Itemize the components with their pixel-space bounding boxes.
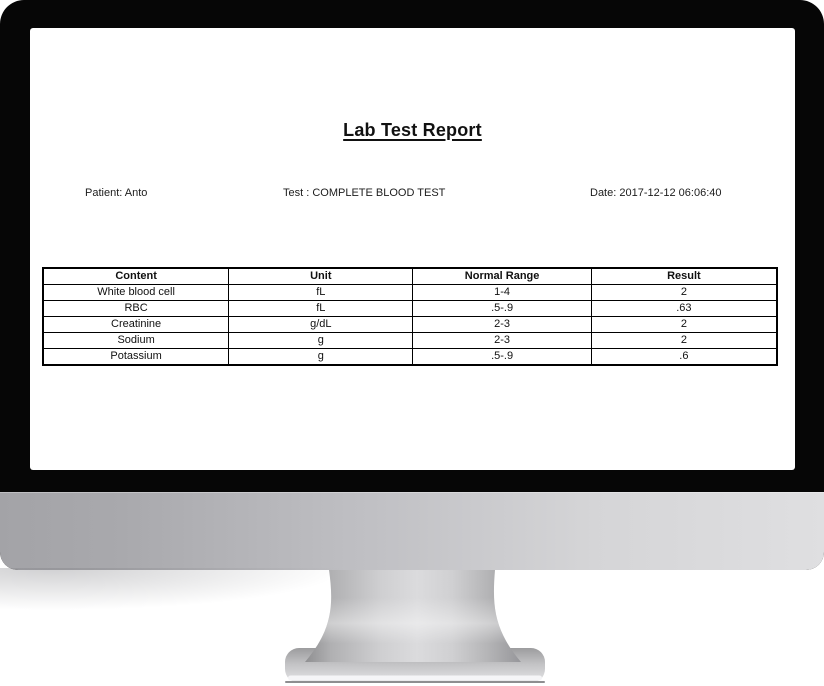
cell-content: Creatinine — [42, 316, 230, 333]
cell-unit: g/dL — [228, 316, 414, 333]
test-name-label: Test : COMPLETE BLOOD TEST — [283, 187, 446, 199]
cell-unit: fL — [228, 284, 414, 301]
cell-unit: fL — [228, 300, 414, 317]
cell-normal-range: .5-.9 — [412, 348, 592, 366]
cell-unit: g — [228, 332, 414, 349]
cell-normal-range: 2-3 — [412, 332, 592, 349]
monitor-stand — [285, 570, 545, 683]
table-row: Creatinine g/dL 2-3 2 — [42, 316, 778, 333]
stand-base-bottom-edge — [285, 681, 545, 683]
cell-normal-range: 1-4 — [412, 284, 592, 301]
table-row: White blood cell fL 1-4 2 — [42, 284, 778, 301]
cell-result: 2 — [590, 284, 778, 301]
cell-result: .6 — [590, 348, 778, 366]
cell-content: Sodium — [42, 332, 230, 349]
cell-result: 2 — [590, 316, 778, 333]
cell-result: .63 — [590, 300, 778, 317]
stand-base-rim — [288, 675, 542, 681]
table-row: RBC fL .5-.9 .63 — [42, 300, 778, 317]
table-row: Sodium g 2-3 2 — [42, 332, 778, 349]
screen: Lab Test Report Patient: Anto Test : COM… — [30, 28, 795, 470]
col-header-unit: Unit — [228, 267, 414, 285]
table-header-row: Content Unit Normal Range Result — [42, 267, 778, 285]
col-header-result: Result — [590, 267, 778, 285]
monitor-frame: Lab Test Report Patient: Anto Test : COM… — [0, 0, 824, 570]
cell-content: RBC — [42, 300, 230, 317]
col-header-content: Content — [42, 267, 230, 285]
cell-result: 2 — [590, 332, 778, 349]
stand-neck-highlight — [305, 570, 521, 662]
patient-label: Patient: Anto — [85, 187, 148, 199]
col-header-normal-range: Normal Range — [412, 267, 592, 285]
lab-results-table: Content Unit Normal Range Result White b… — [42, 267, 778, 366]
report-date-label: Date: 2017-12-12 06:06:40 — [590, 187, 722, 199]
cell-normal-range: .5-.9 — [412, 300, 592, 317]
cell-content: Potassium — [42, 348, 230, 366]
table-row: Potassium g .5-.9 .6 — [42, 348, 778, 366]
cell-normal-range: 2-3 — [412, 316, 592, 333]
report-title: Lab Test Report — [343, 120, 482, 140]
cell-content: White blood cell — [42, 284, 230, 301]
monitor-chin — [0, 492, 824, 570]
cell-unit: g — [228, 348, 414, 366]
